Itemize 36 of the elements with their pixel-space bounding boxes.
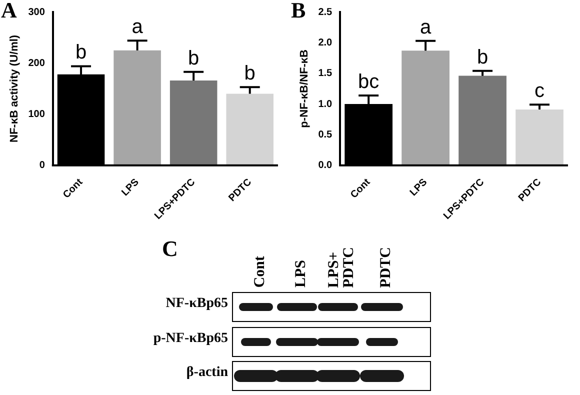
chart-title: A	[1, 0, 17, 23]
y-tick-label: 2.0	[318, 37, 333, 48]
annotation: b	[188, 47, 200, 70]
annotation: b	[244, 62, 256, 85]
y-tick-label: 300	[28, 6, 46, 18]
bar	[170, 80, 218, 166]
category-label: Cont	[252, 256, 268, 288]
bar	[226, 94, 274, 166]
category-label: LPS	[292, 260, 308, 288]
bar	[114, 50, 161, 166]
y-tick-label: 1.0	[318, 98, 333, 110]
annotation: c	[534, 80, 545, 102]
annotation: b	[75, 42, 87, 64]
category-label: LPS+ PDTC	[326, 247, 357, 288]
y-tick-label: 0	[39, 160, 46, 172]
text: C	[162, 236, 178, 262]
bar	[458, 76, 506, 166]
annotation: b	[476, 46, 488, 68]
y-tick-label: 2.5	[318, 6, 333, 18]
bar	[402, 50, 450, 166]
y-tick-label: 200	[28, 58, 46, 69]
y-tick-label: 0.0	[318, 160, 333, 172]
annotation: a	[132, 16, 144, 38]
annotation: a	[420, 16, 432, 38]
category-label: PDTC	[378, 247, 394, 288]
text: β-actin	[186, 365, 228, 381]
text: p-NF-κBp65	[153, 331, 228, 347]
y-axis-title: p-NF-κB/NF-κB	[298, 50, 311, 128]
bar	[516, 110, 564, 166]
y-tick-label: 100	[28, 109, 46, 120]
y-tick-label: 0.5	[318, 129, 333, 140]
y-tick-label: 1.5	[318, 68, 333, 80]
text: NF-κBp65	[166, 296, 228, 312]
y-axis-title: NF-κB activity (U/ml)	[8, 34, 21, 142]
chart-title: B	[291, 0, 306, 23]
annotation: bc	[358, 70, 380, 93]
